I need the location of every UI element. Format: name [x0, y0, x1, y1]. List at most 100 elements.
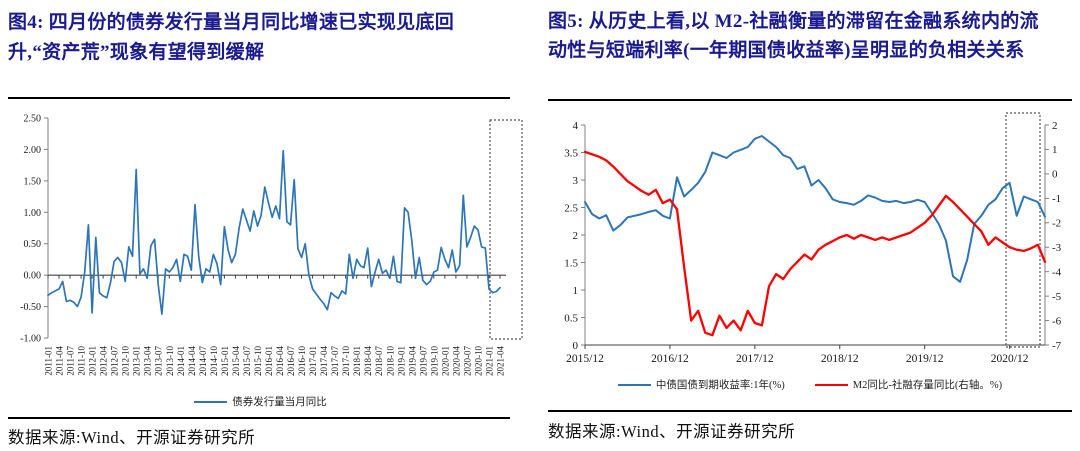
axis-tick-label: 2 [573, 230, 579, 242]
axis-tick-label: -5 [1052, 291, 1062, 303]
axis-tick-label: -0.50 [20, 302, 41, 313]
figure5-legend: 中债国债到期收益率:1年(%) M2同比-社融存量同比(右轴。%) [548, 377, 1072, 392]
axis-tick-label: 2011-10 [77, 346, 87, 376]
axis-tick-label: 2012-10 [121, 346, 131, 376]
figure5-legend-entry-yield: 中债国债到期收益率:1年(%) [617, 377, 785, 392]
axis-tick-label: 2017-07 [330, 346, 340, 376]
axis-tick-label: 2021-01 [484, 346, 494, 376]
figure4-legend-entry: 债券发行量当月同比 [194, 394, 327, 409]
axis-tick-label: 1.50 [24, 176, 42, 187]
figure4-title-rule [8, 97, 510, 99]
axis-tick-label: 1 [573, 285, 579, 297]
axis-tick-label: -1 [1052, 193, 1061, 205]
y-axis-ticks: 2.50 2.00 1.50 1.00 0.50 0.00 -0.50 -1.00 [20, 114, 48, 345]
figure4-legend: 债券发行量当月同比 [8, 394, 513, 409]
axis-tick-label: 2013-04 [143, 346, 153, 376]
axis-tick-label: 2017/12 [736, 353, 774, 365]
blue-line-sample-icon [194, 400, 228, 403]
axis-tick-label: 2.50 [24, 114, 42, 125]
axis-tick-label: 0.00 [24, 271, 42, 282]
axis-tick-label: 2017-10 [341, 346, 351, 376]
axis-tick-label: 3 [573, 175, 579, 187]
axis-tick-label: 0.50 [24, 239, 42, 250]
figure5-legend-label-yield: 中债国债到期收益率:1年(%) [655, 380, 785, 391]
axis-tick-label: 2019-04 [407, 346, 417, 376]
axis-tick-label: 2.00 [24, 145, 42, 156]
series-line-bond-issuance-yoy [47, 149, 501, 315]
axis-tick-label: 2 [1052, 120, 1058, 132]
figure5-title: 图5: 从历史上看,以 M2-社融衡量的滞留在金融系统内的流动性与短端利率(一年… [548, 11, 1039, 61]
axis-tick-label: 2018-01 [352, 346, 362, 376]
axis-tick-label: -7 [1052, 340, 1062, 352]
axis-tick-label: 2020-04 [451, 346, 461, 376]
axis-tick-label: 0 [573, 340, 579, 352]
highlight-box-recent-months [489, 119, 523, 340]
axis-tick-label: 2011-04 [55, 346, 65, 376]
axis-tick-label: 2.5 [564, 202, 578, 214]
red-line-sample-icon [814, 383, 848, 386]
axis-tick-label: 1.00 [24, 208, 42, 219]
series-line-1y-treasury-yield [584, 135, 1046, 283]
axis-tick-label: 0 [1052, 169, 1058, 181]
axis-tick-label: 2015-01 [220, 346, 230, 376]
axis-tick-label: 2019-07 [418, 346, 428, 376]
figure4-source: 数据来源:Wind、开源证券研究所 [8, 428, 256, 447]
axis-tick-label: 2013-07 [154, 346, 164, 376]
axis-tick-label: 2018-04 [363, 346, 373, 376]
axis-tick-label: 1 [1052, 144, 1058, 156]
figure5-legend-label-m2: M2同比-社融存量同比(右轴。%) [852, 380, 1003, 391]
axis-tick-label: 0.5 [564, 312, 578, 324]
axis-tick-label: 2018-07 [374, 346, 384, 376]
axis-tick-label: 4 [573, 120, 579, 132]
figure4-source-rule [8, 417, 510, 419]
axis-tick-label: 2020-07 [462, 346, 472, 376]
axis-tick-label: 2011-01 [44, 346, 54, 376]
series-line-m2-minus-tsf [583, 150, 1047, 337]
axis-tick-label: 2016-10 [297, 346, 307, 376]
highlight-box-recent-months [1005, 112, 1041, 348]
axis-tick-label: 2020/12 [991, 353, 1029, 365]
axis-tick-label: 2019-01 [396, 346, 406, 376]
axis-tick-label: 2016-01 [264, 346, 274, 376]
axis-tick-label: -6 [1052, 315, 1062, 327]
axis-tick-label: 2014-04 [187, 346, 197, 376]
axis-tick-label: 2017-04 [319, 346, 329, 376]
figure5-source-rule [548, 410, 1072, 412]
axis-tick-label: 2019/12 [906, 353, 944, 365]
axis-tick-label: -3 [1052, 242, 1062, 254]
figure5-title-rule [548, 99, 1072, 101]
left-y-axis-ticks: 4 3.5 3 2.5 2 1.5 1 0.5 0 [564, 120, 585, 352]
axis-tick-label: 2013-01 [132, 346, 142, 376]
axis-tick-label: 2019-10 [429, 346, 439, 376]
figure5-legend-entry-m2: M2同比-社融存量同比(右轴。%) [814, 377, 1003, 392]
axis-tick-label: 1.5 [564, 257, 578, 269]
figure5-source: 数据来源:Wind、开源证券研究所 [548, 422, 796, 441]
x-axis-ticks: 2011-01 2011-04 2011-07 2011-10 2012-01 2012-… [44, 275, 506, 376]
axis-tick-label: 2021-04 [496, 346, 506, 376]
x-axis-ticks: 2015/12 2016/12 2017/12 2018/12 2019/12 2020/… [566, 345, 1029, 365]
axis-tick-label: -1.00 [20, 334, 41, 345]
axis-tick-label: 2018-10 [385, 346, 395, 376]
axis-tick-label: 2016-07 [286, 346, 296, 376]
axis-tick-label: 2020-01 [440, 346, 450, 376]
axis-tick-label: 2012-04 [99, 346, 109, 376]
axis-tick-label: 2012-07 [110, 346, 120, 376]
figure4-line-chart: 2.502.001.501.000.500.00-0.50-1.002011-0… [20, 114, 523, 376]
axis-tick-label: 2014-01 [176, 346, 186, 376]
axis-tick-label: -4 [1052, 266, 1062, 278]
axis-tick-label: 2016/12 [651, 353, 689, 365]
axis-tick-label: 2012-01 [88, 346, 98, 376]
axis-tick-label: 2020-10 [473, 346, 483, 376]
axis-tick-label: -2 [1052, 218, 1061, 230]
figure4-title: 图4: 四月份的债券发行量当月同比增速已实现见底回升,“资产荒”现象有望得到缓解 [8, 12, 455, 63]
axis-tick-label: 2011-07 [66, 346, 76, 376]
figure5-line-chart: 4 3.5 3 2.5 2 1.5 1 0.5 0 2 1 0 -1 -2 -3 -4 -5 -6 -7 2015/1… [564, 112, 1062, 365]
axis-tick-label: 2015/12 [566, 353, 604, 365]
axis-tick-label: 2015-07 [242, 346, 252, 376]
axis-tick-label: 2013-10 [165, 346, 175, 376]
axis-tick-label: 2014-10 [209, 346, 219, 376]
figure4-legend-label: 债券发行量当月同比 [232, 397, 327, 408]
axis-tick-label: 2017-01 [308, 346, 318, 376]
axis-tick-label: 2018/12 [821, 353, 859, 365]
axis-tick-label: 2014-07 [198, 346, 208, 376]
